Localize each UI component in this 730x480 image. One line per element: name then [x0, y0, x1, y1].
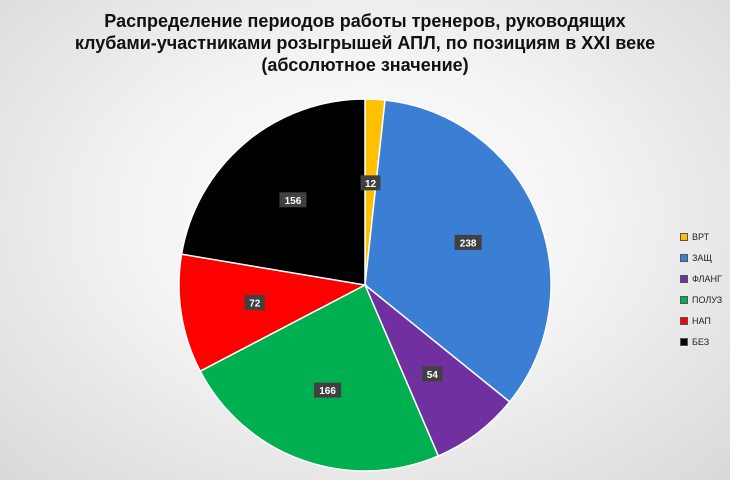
chart-title-line-2: клубами-участниками розыгрышей АПЛ, по п…: [74, 33, 656, 53]
legend-swatch: [680, 295, 688, 304]
data-label-box: [360, 175, 381, 191]
data-label-text: 156: [285, 196, 302, 207]
legend-label: БЕЗ: [692, 336, 710, 347]
data-label-box: [244, 295, 265, 311]
data-label-НАП: 72: [244, 295, 265, 311]
chart-title-line-3: (абсолютное значение): [261, 55, 469, 75]
chart-title-line-1: Распределение периодов работы тренеров, …: [104, 11, 626, 31]
legend-swatch: [680, 337, 688, 346]
legend-item-ЗАЩ: ЗАЩ: [680, 247, 722, 268]
legend-item-ФЛАНГ: ФЛАНГ: [680, 268, 722, 289]
data-label-box: [454, 234, 482, 250]
pie-slice-ЗАЩ: [364, 99, 552, 403]
legend-label: ПОЛУЗ: [692, 294, 723, 305]
data-label-box: [422, 366, 443, 382]
legend-swatch: [680, 316, 688, 325]
legend-item-БЕЗ: БЕЗ: [680, 331, 722, 352]
data-label-text: 166: [319, 386, 336, 397]
data-label-text: 72: [249, 299, 261, 310]
legend-label: ЗАЩ: [692, 252, 712, 263]
chart-title: Распределение периодов работы тренеров, …: [40, 10, 690, 76]
data-label-ЗАЩ: 238: [454, 234, 482, 250]
data-label-text: 12: [365, 179, 377, 190]
legend-swatch: [680, 253, 688, 262]
legend-item-ВРТ: ВРТ: [680, 226, 722, 247]
data-label-ФЛАНГ: 54: [422, 366, 443, 382]
data-label-ВРТ: 12: [360, 175, 381, 191]
data-label-text: 238: [460, 238, 477, 249]
pie-slice-БЕЗ: [180, 98, 366, 286]
data-label-text: 54: [427, 370, 439, 381]
data-label-box: [279, 192, 307, 208]
legend-swatch: [680, 232, 688, 241]
pie-slice-ПОЛУЗ: [199, 283, 440, 472]
legend-item-ПОЛУЗ: ПОЛУЗ: [680, 289, 722, 310]
legend-item-НАП: НАП: [680, 310, 722, 331]
data-label-box: [314, 382, 342, 398]
legend-swatch: [680, 274, 688, 283]
legend-label: НАП: [692, 315, 711, 326]
data-label-БЕЗ: 156: [279, 192, 307, 208]
chart-legend: ВРТ ЗАЩ ФЛАНГ ПОЛУЗ НАП БЕЗ: [680, 226, 722, 352]
legend-label: ФЛАНГ: [692, 273, 722, 284]
data-label-ПОЛУЗ: 166: [314, 382, 342, 398]
legend-label: ВРТ: [692, 231, 710, 242]
pie-slice-НАП: [178, 253, 368, 373]
